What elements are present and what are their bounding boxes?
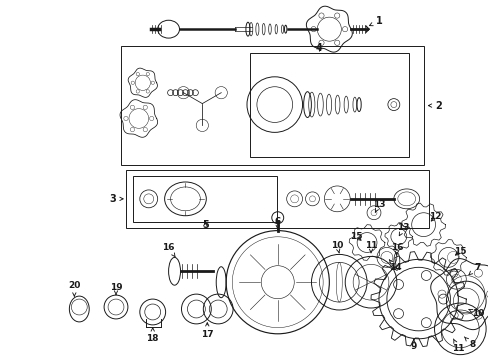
Text: 8: 8 — [465, 337, 475, 349]
Text: 4: 4 — [316, 43, 323, 53]
Text: 10: 10 — [331, 241, 343, 253]
Text: 6: 6 — [274, 217, 281, 229]
Text: 10: 10 — [469, 309, 485, 319]
Bar — [121, 46, 424, 165]
Text: 16: 16 — [162, 243, 175, 257]
Text: 5: 5 — [202, 220, 209, 230]
Text: 18: 18 — [147, 328, 159, 343]
Text: 13: 13 — [373, 200, 385, 212]
Text: 9: 9 — [411, 339, 417, 351]
Text: 3: 3 — [110, 194, 123, 204]
Text: 17: 17 — [201, 323, 214, 339]
Text: 1: 1 — [369, 16, 382, 26]
Text: 15: 15 — [454, 247, 466, 256]
Text: 12: 12 — [429, 212, 442, 221]
Text: 16: 16 — [391, 243, 403, 255]
Bar — [126, 170, 429, 228]
Text: 19: 19 — [110, 283, 122, 294]
Text: 7: 7 — [469, 263, 480, 275]
Bar — [133, 176, 277, 222]
Text: 20: 20 — [68, 281, 80, 296]
Text: 2: 2 — [428, 100, 442, 111]
Text: 14: 14 — [390, 260, 402, 272]
Text: 11: 11 — [452, 339, 465, 353]
Text: 15: 15 — [350, 232, 363, 241]
Text: 13: 13 — [397, 223, 410, 236]
Bar — [250, 53, 409, 157]
Text: 11: 11 — [365, 241, 377, 253]
